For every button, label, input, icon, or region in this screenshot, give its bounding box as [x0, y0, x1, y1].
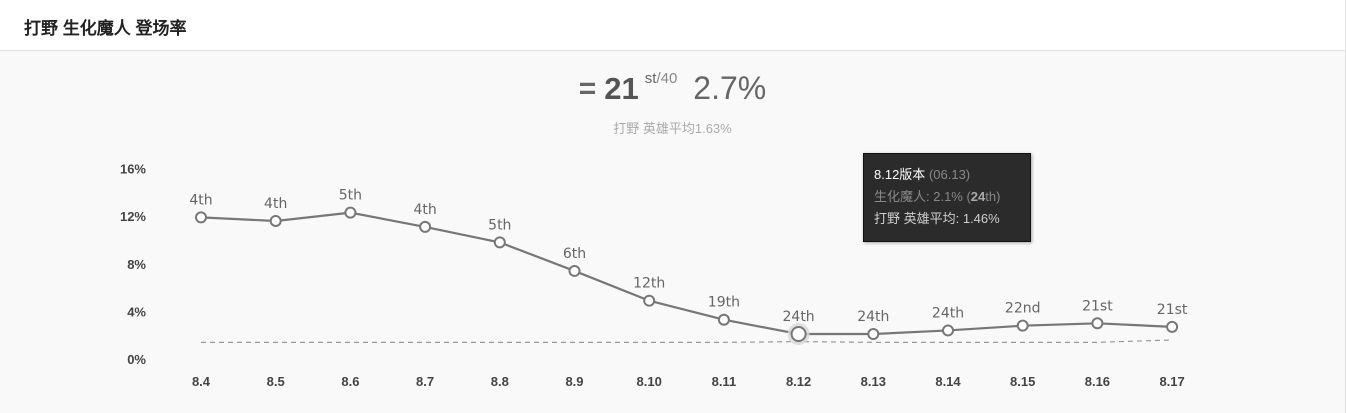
- rank-data-label: 4th: [189, 192, 212, 208]
- x-tick-label: 8.9: [565, 374, 583, 389]
- x-tick-label: 8.16: [1085, 374, 1110, 389]
- tooltip-rank-suffix: th): [985, 189, 1001, 204]
- rank-data-label: 24th: [783, 309, 815, 325]
- data-point: [1091, 317, 1104, 330]
- panel-header: 打野 生化魔人 登场率: [0, 0, 1345, 51]
- tooltip-date: (06.13): [928, 167, 971, 182]
- pick-rate-line: [200, 211, 1173, 336]
- data-point: [867, 328, 880, 341]
- tooltip-champ-rate: 生化魔人: 2.1% (: [874, 189, 971, 204]
- data-point: [493, 236, 506, 249]
- rank-data-label: 24th: [932, 305, 964, 321]
- data-point: [717, 313, 730, 326]
- role-average-line: [201, 339, 1173, 343]
- x-tick-label: 8.12: [786, 374, 811, 389]
- data-point: [1016, 319, 1029, 332]
- x-tick-label: 8.6: [341, 374, 359, 389]
- pick-rate: 2.7%: [693, 70, 767, 107]
- rank-data-label: 5th: [339, 188, 362, 204]
- x-tick-label: 8.10: [637, 374, 662, 389]
- rank-number: 21: [604, 70, 639, 106]
- chart-body: [0, 51, 1345, 413]
- y-tick-label: 4%: [127, 304, 146, 319]
- y-tick-label: 12%: [120, 209, 146, 224]
- rank-data-label: 5th: [488, 217, 511, 233]
- x-tick-label: 8.11: [712, 374, 737, 389]
- data-point: [344, 206, 357, 219]
- rank-data-label: 19th: [708, 295, 740, 311]
- chart-tooltip: 8.12版本 (06.13) 生化魔人: 2.1% (24th) 打野 英雄平均…: [863, 153, 1031, 242]
- x-tick-label: 8.14: [935, 374, 961, 389]
- rank-data-label: 4th: [413, 202, 436, 218]
- y-tick-label: 0%: [127, 352, 146, 367]
- data-point: [1166, 320, 1179, 333]
- x-tick-label: 8.5: [267, 374, 285, 389]
- x-tick-label: 8.7: [416, 374, 434, 389]
- rank-total: /40: [656, 70, 678, 87]
- data-point: [790, 326, 807, 343]
- role-average: 打野 英雄平均1.63%: [613, 121, 732, 136]
- panel-title: 打野 生化魔人 登场率: [24, 19, 187, 38]
- data-point: [643, 294, 656, 307]
- rank-data-label: 21st: [1082, 298, 1113, 314]
- x-tick-label: 8.13: [861, 374, 886, 389]
- rank-data-label: 6th: [563, 246, 586, 262]
- rank-suffix: st: [644, 70, 657, 87]
- x-tick-label: 8.4: [192, 374, 211, 389]
- x-tick-label: 8.8: [491, 374, 509, 389]
- tooltip-role-average: 打野 英雄平均: 1.46%: [874, 211, 1000, 226]
- rank-data-label: 24th: [857, 309, 889, 325]
- data-point: [419, 220, 432, 233]
- data-point: [195, 211, 207, 224]
- x-tick-label: 8.17: [1159, 374, 1184, 389]
- rank-data-label: 12th: [633, 276, 665, 292]
- trend-equal-icon: =: [578, 71, 597, 105]
- rank-data-label: 4th: [264, 196, 287, 212]
- rank-data-label: 21st: [1157, 302, 1188, 318]
- data-point: [942, 324, 954, 337]
- rank-summary: = 21 st/40 2.7%: [0, 70, 1345, 107]
- y-tick-label: 16%: [120, 162, 146, 177]
- rank-data-label: 22nd: [1005, 301, 1041, 317]
- tooltip-champ-rank: 24: [970, 189, 986, 204]
- data-point: [269, 214, 282, 227]
- tooltip-version: 8.12版本: [874, 167, 926, 182]
- y-tick-label: 8%: [127, 257, 146, 272]
- x-tick-label: 8.15: [1010, 374, 1035, 389]
- data-point: [568, 264, 581, 277]
